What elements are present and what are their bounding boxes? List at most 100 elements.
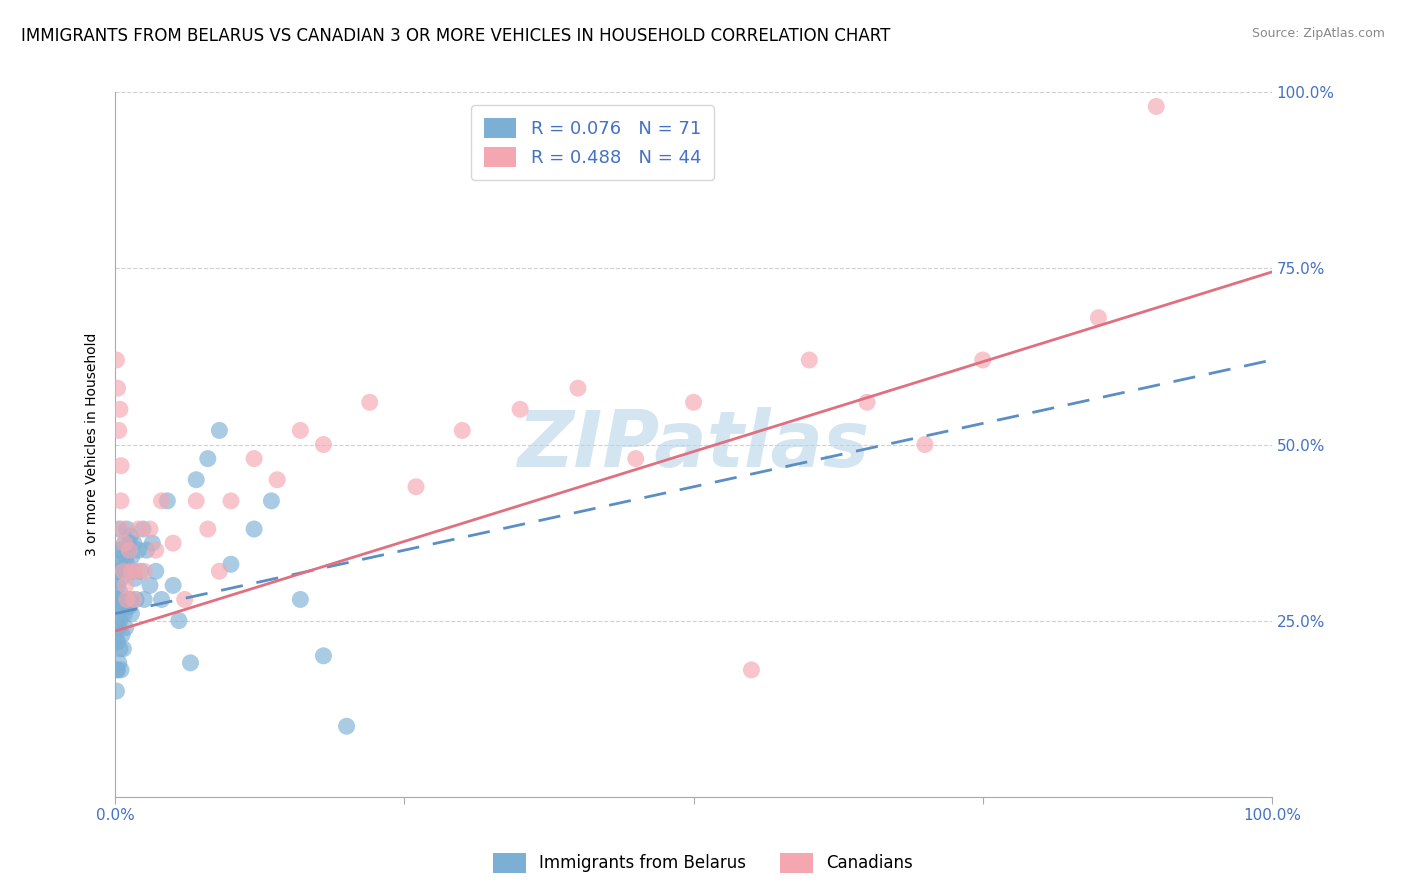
Point [141,536,163,550]
Point [107,663,129,677]
Point [107,564,129,578]
Point [132,522,155,536]
Point [740,663,762,677]
Point [110,494,132,508]
Point [108,614,131,628]
Point [105,663,128,677]
Point [290,424,312,438]
Point [121,550,143,565]
Point [112,564,135,578]
Point [105,353,128,368]
Point [359,395,381,409]
Point [112,564,135,578]
Point [115,599,138,614]
Point [114,621,136,635]
Point [139,578,162,592]
Point [145,564,167,578]
Point [162,578,184,592]
Point [134,564,156,578]
Point [107,381,129,395]
Point [125,564,148,578]
Point [107,599,129,614]
Point [107,621,129,635]
Point [197,522,219,536]
Point [290,592,312,607]
Point [312,437,335,451]
Point [1144,99,1167,113]
Point [167,614,190,628]
Point [186,473,208,487]
Point [135,543,157,558]
Point [118,543,141,558]
Point [105,634,128,648]
Text: ZIPatlas: ZIPatlas [517,407,870,483]
Point [105,564,128,578]
Point [173,592,195,607]
Point [145,543,167,558]
Point [111,550,134,565]
Point [107,424,129,438]
Point [243,451,266,466]
Point [111,522,134,536]
Point [110,458,132,473]
Point [219,558,242,572]
Point [107,634,129,648]
Point [451,424,474,438]
Point [105,614,128,628]
Point [156,494,179,508]
Point [312,648,335,663]
Point [111,628,134,642]
Point [122,536,145,550]
Text: Source: ZipAtlas.com: Source: ZipAtlas.com [1251,27,1385,40]
Point [121,564,143,578]
Point [108,641,131,656]
Point [122,592,145,607]
Point [117,592,139,607]
Point [114,536,136,550]
Point [972,353,994,368]
Point [108,402,131,417]
Point [117,543,139,558]
Point [139,522,162,536]
Point [107,656,129,670]
Point [121,564,143,578]
Point [120,592,142,607]
Point [114,607,136,621]
Point [150,494,173,508]
Legend: R = 0.076   N = 71, R = 0.488   N = 44: R = 0.076 N = 71, R = 0.488 N = 44 [471,105,714,180]
Point [134,592,156,607]
Point [105,592,128,607]
Point [856,395,879,409]
Point [162,536,184,550]
Point [405,480,427,494]
Point [108,585,131,599]
Y-axis label: 3 or more Vehicles in Household: 3 or more Vehicles in Household [86,333,100,557]
Point [624,451,647,466]
Point [121,607,143,621]
Point [115,522,138,536]
Point [197,451,219,466]
Point [682,395,704,409]
Point [150,592,173,607]
Point [108,558,131,572]
Point [107,522,129,536]
Point [129,564,152,578]
Point [118,599,141,614]
Point [914,437,936,451]
Point [1087,310,1109,325]
Point [120,529,142,543]
Point [509,402,531,417]
Point [110,543,132,558]
Point [186,494,208,508]
Point [111,592,134,607]
Point [112,599,135,614]
Point [219,494,242,508]
Point [567,381,589,395]
Point [336,719,359,733]
Legend: Immigrants from Belarus, Canadians: Immigrants from Belarus, Canadians [486,847,920,880]
Point [179,656,201,670]
Point [125,592,148,607]
Point [266,473,288,487]
Point [107,592,129,607]
Point [260,494,283,508]
